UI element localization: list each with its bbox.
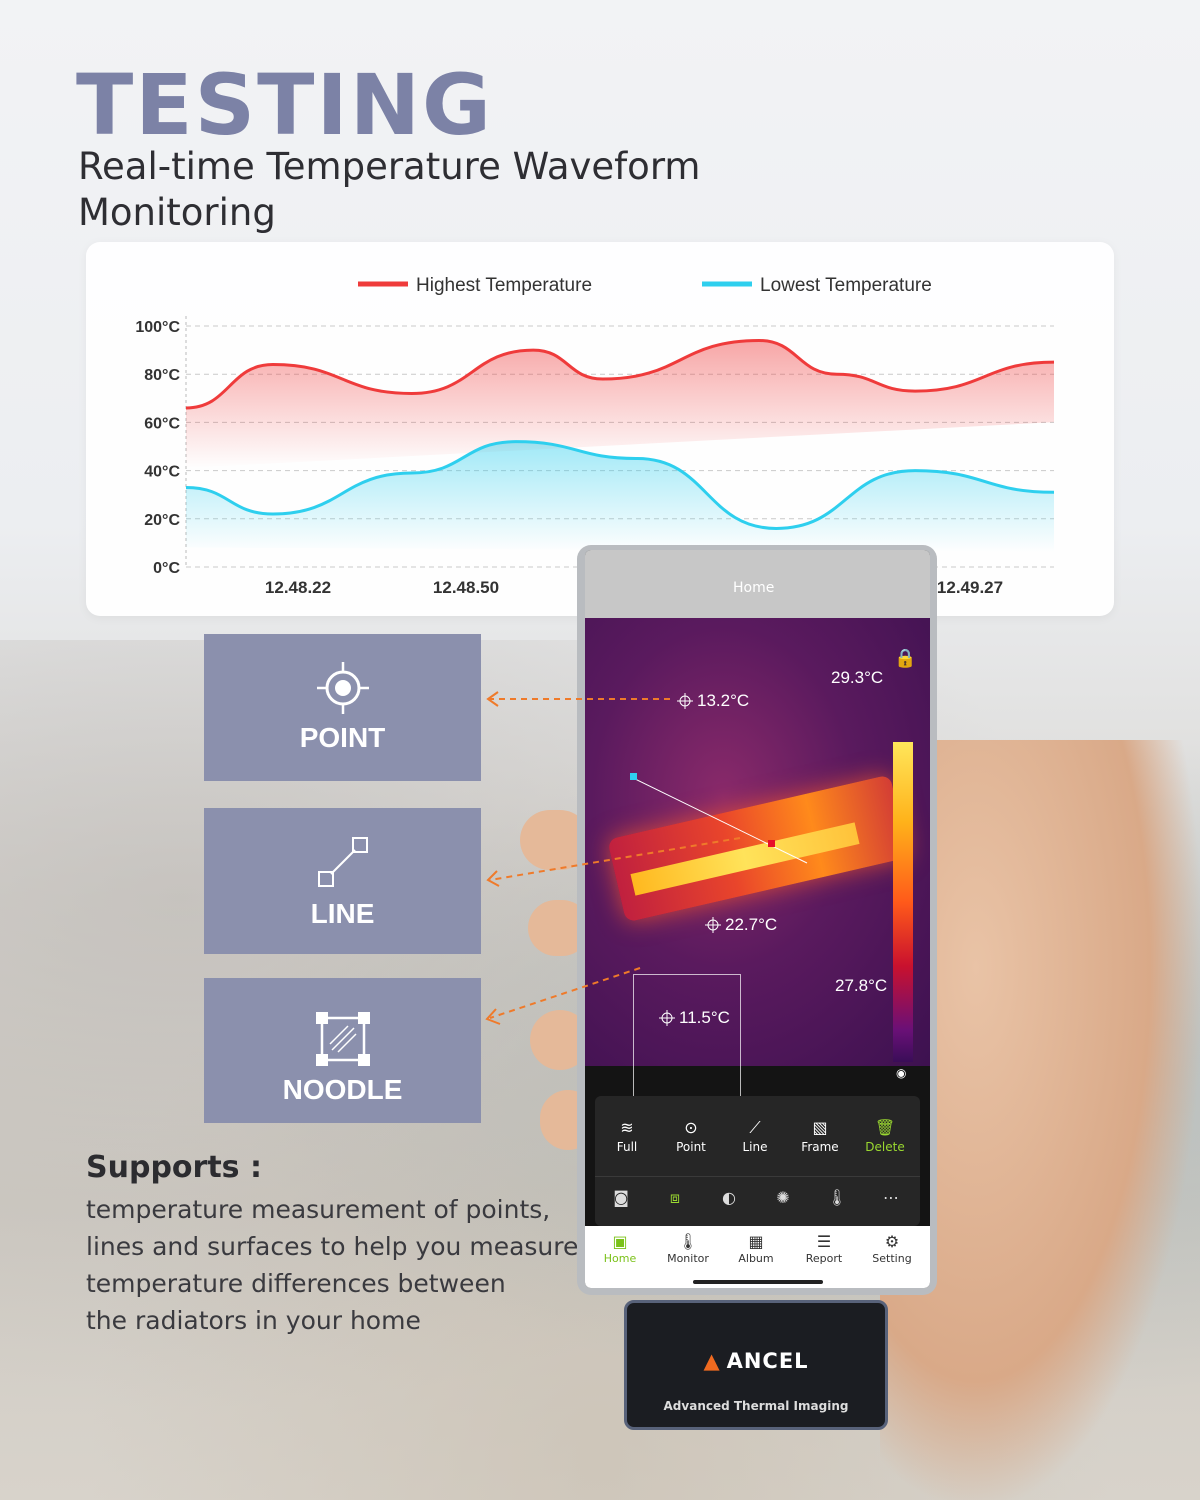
thermometer-icon: 🌡 xyxy=(677,1232,699,1251)
nav-report[interactable]: ☰ Report xyxy=(794,1232,854,1265)
y-tick-label: 100°C xyxy=(135,319,180,336)
x-tick-label: 12.48.50 xyxy=(433,578,499,597)
tool-panel: ≋ Full ⊙ Point ⟋ Line ▧ Frame 🗑 Delete ◙… xyxy=(595,1096,920,1226)
feature-line-label: LINE xyxy=(310,898,375,929)
tool-delete[interactable]: 🗑 Delete xyxy=(853,1118,917,1154)
tool-label: Frame xyxy=(801,1140,839,1154)
tool-point[interactable]: ⊙ Point xyxy=(659,1118,723,1154)
area-frame-icon xyxy=(315,1012,370,1066)
status-area: Home xyxy=(585,550,930,618)
series-area xyxy=(186,340,1054,468)
more-icon[interactable]: ⋯ xyxy=(883,1188,899,1207)
tool-label: Point xyxy=(676,1140,706,1154)
supports-line: the radiators in your home xyxy=(86,1306,421,1335)
y-tick-label: 80°C xyxy=(144,367,180,384)
brand-name: ANCEL xyxy=(726,1349,809,1373)
supports-line: lines and surfaces to help you measure xyxy=(86,1232,579,1261)
thermometer-icon[interactable]: 🌡 xyxy=(826,1188,848,1207)
scale-max-label: 29.3°C xyxy=(831,668,884,687)
point-temp-label: 13.2°C xyxy=(697,691,750,710)
series-line xyxy=(185,440,1055,530)
tool-line[interactable]: ⟋ Line xyxy=(723,1118,787,1154)
supports-body: temperature measurement of points, lines… xyxy=(86,1191,586,1339)
feature-noodle: NOODLE xyxy=(204,978,481,1123)
nav-label: Monitor xyxy=(667,1252,709,1265)
eye-icon[interactable]: ◉ xyxy=(896,1066,907,1080)
point-icon: ⊙ xyxy=(684,1118,698,1137)
layers-icon: ≋ xyxy=(620,1118,634,1137)
nav-album[interactable]: ▦ Album xyxy=(726,1232,786,1265)
frame-min-label: 11.5°C xyxy=(679,1008,730,1027)
nav-monitor[interactable]: 🌡 Monitor xyxy=(658,1232,718,1265)
bottom-nav: ▣ Home 🌡 Monitor ▦ Album ☰ Report ⚙ Sett… xyxy=(585,1226,930,1288)
camera-icon[interactable]: ◙ xyxy=(613,1188,629,1207)
home-indicator[interactable] xyxy=(693,1280,823,1284)
supports-title: Supports : xyxy=(86,1150,262,1185)
color-scale-bar xyxy=(893,742,913,1062)
status-ghost-text: Home xyxy=(733,580,775,596)
nav-label: Setting xyxy=(872,1252,912,1265)
brand-logo: ▲ ANCEL xyxy=(627,1349,885,1373)
gear-icon: ⚙ xyxy=(884,1232,900,1251)
frame-measure-box[interactable] xyxy=(633,974,741,1108)
image-icon: ▦ xyxy=(748,1232,764,1251)
series-area xyxy=(186,441,1054,553)
supports-line: temperature measurement of points, xyxy=(86,1195,551,1224)
x-tick-label: 12.48.22 xyxy=(265,578,331,597)
nav-label: Home xyxy=(603,1252,637,1265)
crop-icon[interactable]: ⧈ xyxy=(669,1188,681,1207)
palette-icon[interactable]: ✺ xyxy=(776,1188,790,1207)
y-tick-label: 0°C xyxy=(153,560,180,577)
y-tick-label: 60°C xyxy=(144,415,180,432)
chart-card: 100°C 80°C 60°C 40°C 20°C 0°C 12.48.22 12.48.50… xyxy=(86,242,1114,616)
legend-label: Highest Temperature xyxy=(416,275,592,296)
nav-home[interactable]: ▣ Home xyxy=(590,1232,650,1265)
supports-block: Supports : temperature measurement of po… xyxy=(86,1150,586,1339)
supports-line: temperature differences between xyxy=(86,1269,506,1298)
measurement-overlay xyxy=(630,693,808,1026)
x-tick-label: 12.49.27 xyxy=(937,578,1003,597)
line-icon: ⟋ xyxy=(749,1118,761,1137)
feature-noodle-label: NOODLE xyxy=(282,1074,403,1105)
tool-frame[interactable]: ▧ Frame xyxy=(788,1118,852,1154)
report-icon: ☰ xyxy=(816,1232,832,1251)
temperature-chart: 100°C 80°C 60°C 40°C 20°C 0°C 12.48.22 12.48.50… xyxy=(135,275,1055,597)
lock-icon[interactable]: 🔒 xyxy=(894,648,917,669)
feature-line: LINE xyxy=(204,808,481,954)
contrast-icon[interactable]: ◐ xyxy=(722,1188,736,1207)
crosshair-icon xyxy=(316,662,369,714)
feature-point: POINT xyxy=(204,634,481,781)
home-icon: ▣ xyxy=(612,1232,628,1251)
nav-label: Report xyxy=(805,1252,843,1265)
thermal-camera-device: ▲ ANCEL Advanced Thermal Imaging xyxy=(624,1300,888,1430)
feature-point-label: POINT xyxy=(299,722,386,753)
phone-screen: Home 🔒 ◉ 29.3°C 27.8°C 13.2°C 22.7°C 11.… xyxy=(585,550,930,1288)
nav-label: Album xyxy=(738,1252,774,1265)
page-subtitle: Real-time Temperature Waveform Monitorin… xyxy=(78,145,701,234)
y-tick-label: 20°C xyxy=(144,512,180,529)
nav-setting[interactable]: ⚙ Setting xyxy=(862,1232,922,1265)
scale-min-label: 27.8°C xyxy=(835,976,888,995)
trash-icon: 🗑 xyxy=(874,1118,896,1137)
page-title: TESTING xyxy=(76,56,493,154)
frame-icon: ▧ xyxy=(812,1118,828,1137)
divider xyxy=(595,1176,920,1177)
tool-label: Full xyxy=(616,1140,638,1154)
legend-label: Lowest Temperature xyxy=(760,275,932,296)
tool-label: Line xyxy=(742,1140,768,1154)
line-tool-icon xyxy=(317,837,368,887)
tool-label: Delete xyxy=(865,1140,905,1154)
device-tagline: Advanced Thermal Imaging xyxy=(663,1399,849,1413)
tool-full[interactable]: ≋ Full xyxy=(595,1118,659,1154)
brand-triangle-icon: ▲ xyxy=(703,1349,721,1373)
frame-max-label: 22.7°C xyxy=(725,915,778,934)
thermal-view[interactable]: 🔒 ◉ 29.3°C 27.8°C 13.2°C 22.7°C 11.5°C xyxy=(585,618,930,1108)
y-tick-label: 40°C xyxy=(144,464,180,481)
